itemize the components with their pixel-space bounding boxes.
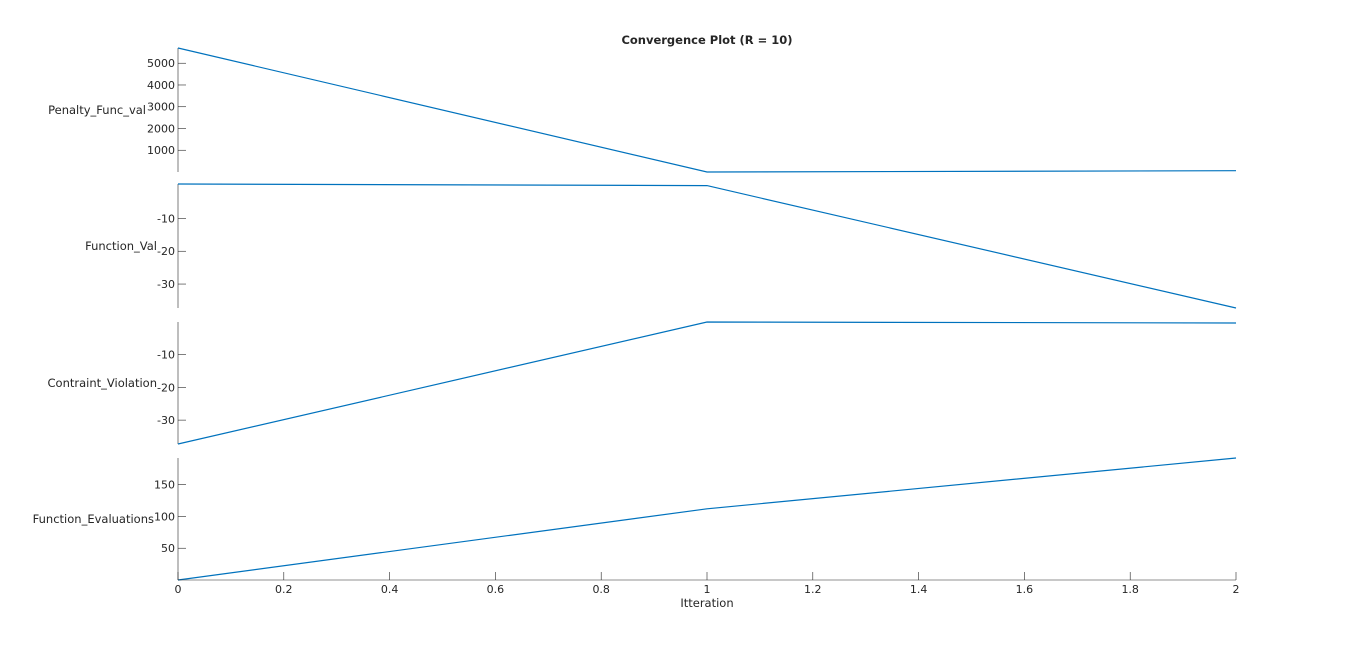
y-tick-label: -10 xyxy=(157,349,175,362)
y-axis-label: Contraint_Violation xyxy=(48,376,158,390)
x-tick-label: 0.4 xyxy=(381,583,399,596)
x-tick-label: 0.8 xyxy=(592,583,610,596)
y-tick-label: 5000 xyxy=(147,57,175,70)
subplot-1: 1000 2000 3000 4000 5000 Penalty_Func_val xyxy=(48,47,1237,173)
y-axis-label: Penalty_Func_val xyxy=(48,103,146,117)
y-tick-label: 100 xyxy=(154,510,175,523)
x-tick-label: 1.8 xyxy=(1121,583,1139,596)
y-axis-label: Function_Val xyxy=(85,239,157,253)
y-tick-label: 1000 xyxy=(147,144,175,157)
series-line xyxy=(177,183,1237,309)
figure-title: Convergence Plot (R = 10) xyxy=(621,33,792,47)
stacked-line-charts: 10002000300040005000Penalty_Func_val-30-… xyxy=(33,47,1237,581)
x-tick-label: 0.2 xyxy=(275,583,293,596)
x-tick-label: 0 xyxy=(175,583,182,596)
x-tick-label: 1 xyxy=(704,583,711,596)
y-tick-label: 150 xyxy=(154,479,175,492)
subplot-4: 50 100 150 Function_Evaluations xyxy=(33,457,1237,581)
y-tick-label: -20 xyxy=(157,245,175,258)
y-tick-label: -10 xyxy=(157,212,175,225)
subplot-3: -30 -20 -10 Contraint_Violation xyxy=(48,321,1237,445)
y-tick-label: 2000 xyxy=(147,122,175,135)
y-tick-label: -20 xyxy=(157,381,175,394)
y-tick-label: -30 xyxy=(157,278,175,291)
y-tick-label: 50 xyxy=(161,542,175,555)
shared-x-axis: 0 0.2 0.4 0.6 0.8 1 1.2 1.4 1.6 1.8 2 Itteration xyxy=(175,572,1240,610)
x-axis-label: Itteration xyxy=(680,596,733,610)
y-tick-label: 3000 xyxy=(147,101,175,114)
x-tick-label: 1.4 xyxy=(910,583,928,596)
y-tick-label: 4000 xyxy=(147,79,175,92)
x-tick-label: 0.6 xyxy=(487,583,505,596)
x-tick-label: 2 xyxy=(1233,583,1240,596)
x-tick-label: 1.2 xyxy=(804,583,822,596)
series-line xyxy=(177,321,1237,445)
y-tick-label: -30 xyxy=(157,414,175,427)
series-line xyxy=(177,457,1237,581)
x-tick-label: 1.6 xyxy=(1016,583,1034,596)
series-line xyxy=(177,47,1237,173)
subplot-2: -30 -20 -10 Function_Val xyxy=(85,183,1237,309)
y-axis-label: Function_Evaluations xyxy=(33,512,154,526)
